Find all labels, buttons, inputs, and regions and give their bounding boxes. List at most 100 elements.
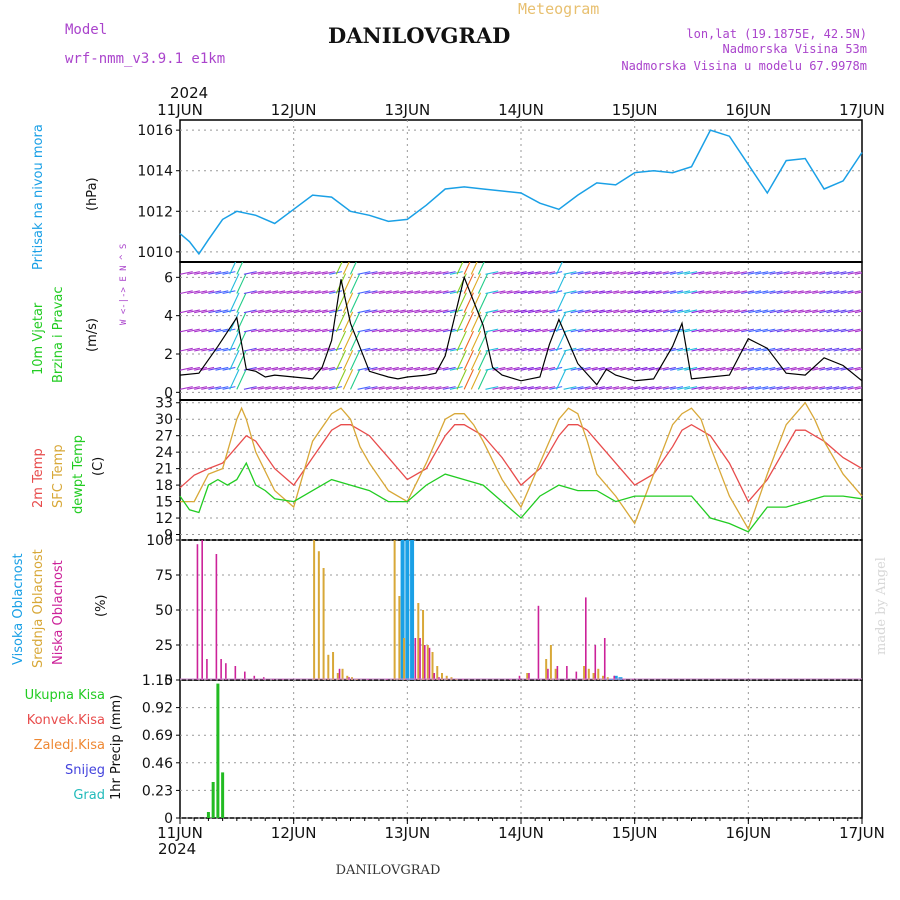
y-tick-label: 27 (155, 429, 173, 445)
wind-arrow (393, 309, 406, 314)
y-tick-label: 0 (164, 385, 173, 401)
cloud-low-bar (566, 666, 568, 680)
wind-arrow (726, 347, 740, 352)
wind-arrow (577, 290, 591, 295)
wind-arrow (833, 290, 847, 295)
wind-arrow (627, 290, 641, 295)
wind-arrow (769, 347, 783, 352)
wind-arrow (712, 271, 726, 275)
wind-arrow (449, 386, 463, 390)
wind-arrow (293, 366, 307, 371)
wind-arrow (677, 290, 691, 295)
wind-arrow (570, 290, 584, 295)
wind-arrow (670, 271, 684, 275)
wind-arrow (783, 347, 797, 352)
wind-arrow (215, 328, 229, 333)
wind-arrow (279, 290, 293, 295)
wind-arrow (449, 328, 463, 333)
wind-arrow (513, 309, 527, 314)
cloud-high-axis-label: Visoka Oblacnost (11, 553, 26, 665)
wind-arrow (670, 309, 684, 314)
wind-arrow (442, 290, 456, 295)
y-tick-label: 0 (164, 811, 173, 827)
wind-arrow (222, 309, 236, 314)
wind-arrow (826, 328, 840, 333)
wind-arrow (634, 309, 648, 314)
wind-arrow (407, 290, 421, 295)
wind-arrow (229, 369, 240, 390)
wind-arrow (265, 347, 279, 352)
wind-arrow (456, 292, 467, 313)
wind-arrow (698, 290, 712, 295)
wind-arrow (741, 309, 755, 314)
year-label-top: 2024 (170, 84, 208, 102)
wind-arrow (797, 271, 811, 275)
wind-arrow (513, 271, 527, 275)
wind-arrow (229, 349, 240, 371)
wind-arrow (741, 347, 755, 352)
wind-arrow (194, 328, 208, 333)
wind-arrow (307, 347, 321, 352)
wind-arrow (186, 347, 200, 352)
wind-arrow (342, 262, 350, 275)
wind-arrow (180, 290, 193, 295)
wind-arrow (627, 309, 641, 314)
wind-arrow (634, 271, 648, 275)
wind-arrow (606, 347, 620, 352)
wind-arrow (371, 366, 385, 371)
cloud-mid-bar (549, 645, 552, 680)
wind-arrow (705, 309, 719, 314)
wind-arrow (556, 273, 567, 294)
cloud-low-bar (594, 645, 597, 680)
wind-arrow (258, 328, 271, 333)
wind-arrow (748, 328, 762, 333)
wind-arrow (435, 290, 449, 295)
wind-arrow (627, 328, 641, 333)
wind-arrow (755, 309, 769, 314)
wind-arrow (577, 366, 591, 371)
y-tick-label: 33 (155, 396, 173, 412)
wind-arrow (520, 386, 534, 390)
wind-arrow (840, 290, 854, 295)
cloud-low-bar (575, 671, 578, 680)
wind-arrow (591, 328, 605, 333)
wind-arrow (463, 330, 474, 352)
wind-arrow (300, 309, 314, 314)
wind-arrow (819, 290, 833, 295)
wind-arrow (342, 369, 354, 390)
wind-arrow (584, 309, 598, 314)
wind-arrow (634, 347, 648, 352)
wind-arrow (748, 347, 762, 352)
wind-arrow (762, 290, 776, 295)
wind-arrow (265, 309, 279, 314)
cloud-mid-bar (336, 673, 339, 680)
wind-arrow (819, 328, 833, 333)
cloud-low-bar (220, 659, 222, 680)
wind-arrow (670, 386, 684, 390)
wind-arrow (449, 366, 463, 371)
elevation-label: Nadmorska Visina 53m (723, 42, 868, 56)
wind-arrow (584, 386, 598, 390)
wind-arrow (847, 290, 861, 295)
wind-arrow (684, 290, 698, 295)
wind-arrow (236, 369, 247, 390)
wind-arrow (300, 366, 314, 371)
wind-arrow (456, 262, 464, 275)
wind-arrow (620, 290, 634, 295)
wind-arrow (655, 347, 669, 352)
wind-arrow (705, 290, 719, 295)
wind-arrow (762, 328, 776, 333)
cloud-low-bar (215, 554, 218, 680)
wind-arrow (769, 290, 783, 295)
wind-arrow (407, 386, 421, 390)
wind-arrow (599, 347, 612, 352)
wind-arrow (641, 328, 655, 333)
wind-arrow (421, 347, 435, 352)
wind-arrow (506, 309, 520, 314)
year-label-bottom: 2024 (158, 840, 196, 858)
wind-arrow (350, 330, 361, 352)
wind-arrow (407, 347, 421, 352)
wind-arrow (250, 328, 264, 333)
wind-arrow (826, 347, 840, 352)
wind-arrow (456, 273, 467, 294)
